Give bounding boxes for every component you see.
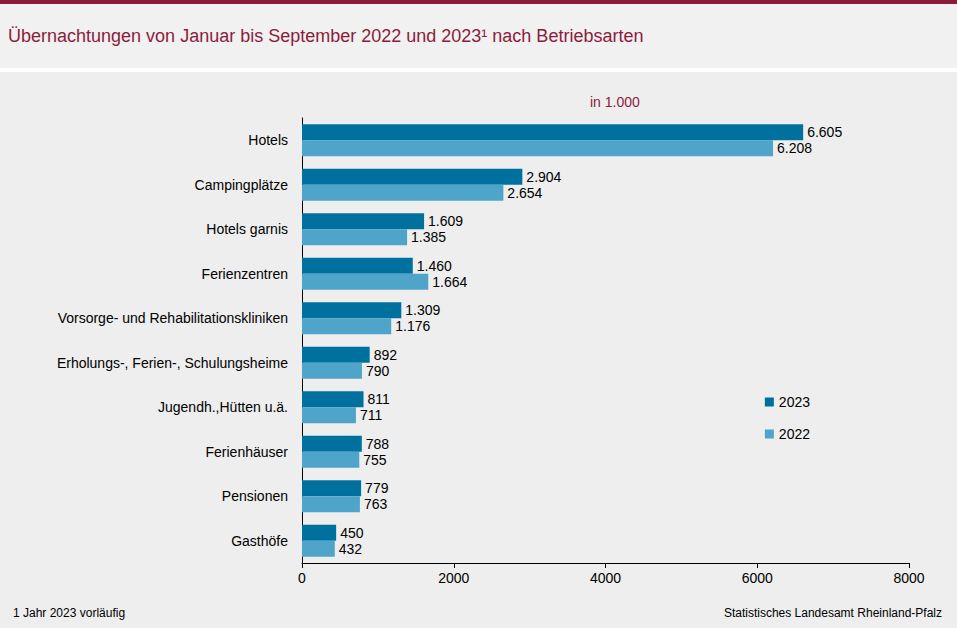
svg-text:Gasthöfe: Gasthöfe [231, 533, 288, 549]
svg-text:1 Jahr 2023 vorläufig: 1 Jahr 2023 vorläufig [13, 606, 125, 620]
svg-text:763: 763 [364, 496, 388, 512]
svg-text:811: 811 [368, 391, 391, 407]
svg-text:Statistisches Landesamt Rheinl: Statistisches Landesamt Rheinland-Pfalz [724, 606, 942, 620]
svg-text:Jugendh.,Hütten u.ä.: Jugendh.,Hütten u.ä. [158, 399, 288, 415]
svg-text:Vorsorge- und Rehabilitationsk: Vorsorge- und Rehabilitationskliniken [58, 310, 288, 326]
svg-text:2.654: 2.654 [507, 185, 542, 201]
svg-text:6.208: 6.208 [777, 140, 812, 156]
svg-text:1.460: 1.460 [417, 258, 452, 274]
svg-text:2000: 2000 [438, 570, 469, 586]
svg-text:790: 790 [366, 363, 390, 379]
svg-text:2023: 2023 [779, 394, 810, 410]
svg-text:711: 711 [360, 407, 383, 423]
svg-text:1.309: 1.309 [405, 302, 440, 318]
svg-text:in 1.000: in 1.000 [590, 94, 640, 110]
svg-text:1.176: 1.176 [395, 318, 430, 334]
svg-text:6.605: 6.605 [807, 124, 842, 140]
svg-text:4000: 4000 [590, 570, 621, 586]
svg-text:Pensionen: Pensionen [222, 488, 288, 504]
svg-text:2022: 2022 [779, 426, 810, 442]
svg-text:779: 779 [365, 480, 389, 496]
svg-text:892: 892 [374, 347, 398, 363]
svg-text:0: 0 [298, 570, 306, 586]
svg-text:788: 788 [366, 436, 390, 452]
svg-text:Ferienhäuser: Ferienhäuser [206, 444, 289, 460]
svg-text:Campingplätze: Campingplätze [195, 177, 289, 193]
svg-text:2.904: 2.904 [526, 169, 561, 185]
svg-text:1.609: 1.609 [428, 213, 463, 229]
svg-text:Erholungs-, Ferien-, Schulungs: Erholungs-, Ferien-, Schulungsheime [57, 355, 288, 371]
svg-text:1.385: 1.385 [411, 229, 446, 245]
svg-text:450: 450 [340, 525, 364, 541]
svg-text:Hotels: Hotels [248, 132, 288, 148]
svg-text:1.664: 1.664 [432, 274, 467, 290]
svg-text:6000: 6000 [742, 570, 773, 586]
svg-text:755: 755 [363, 452, 387, 468]
svg-text:Hotels garnis: Hotels garnis [206, 221, 288, 237]
svg-text:Ferienzentren: Ferienzentren [202, 266, 288, 282]
svg-text:8000: 8000 [893, 570, 924, 586]
html-text:Übernachtungen von Januar bis: Übernachtungen von Januar bis September … [8, 26, 644, 46]
svg-text:432: 432 [339, 541, 363, 557]
